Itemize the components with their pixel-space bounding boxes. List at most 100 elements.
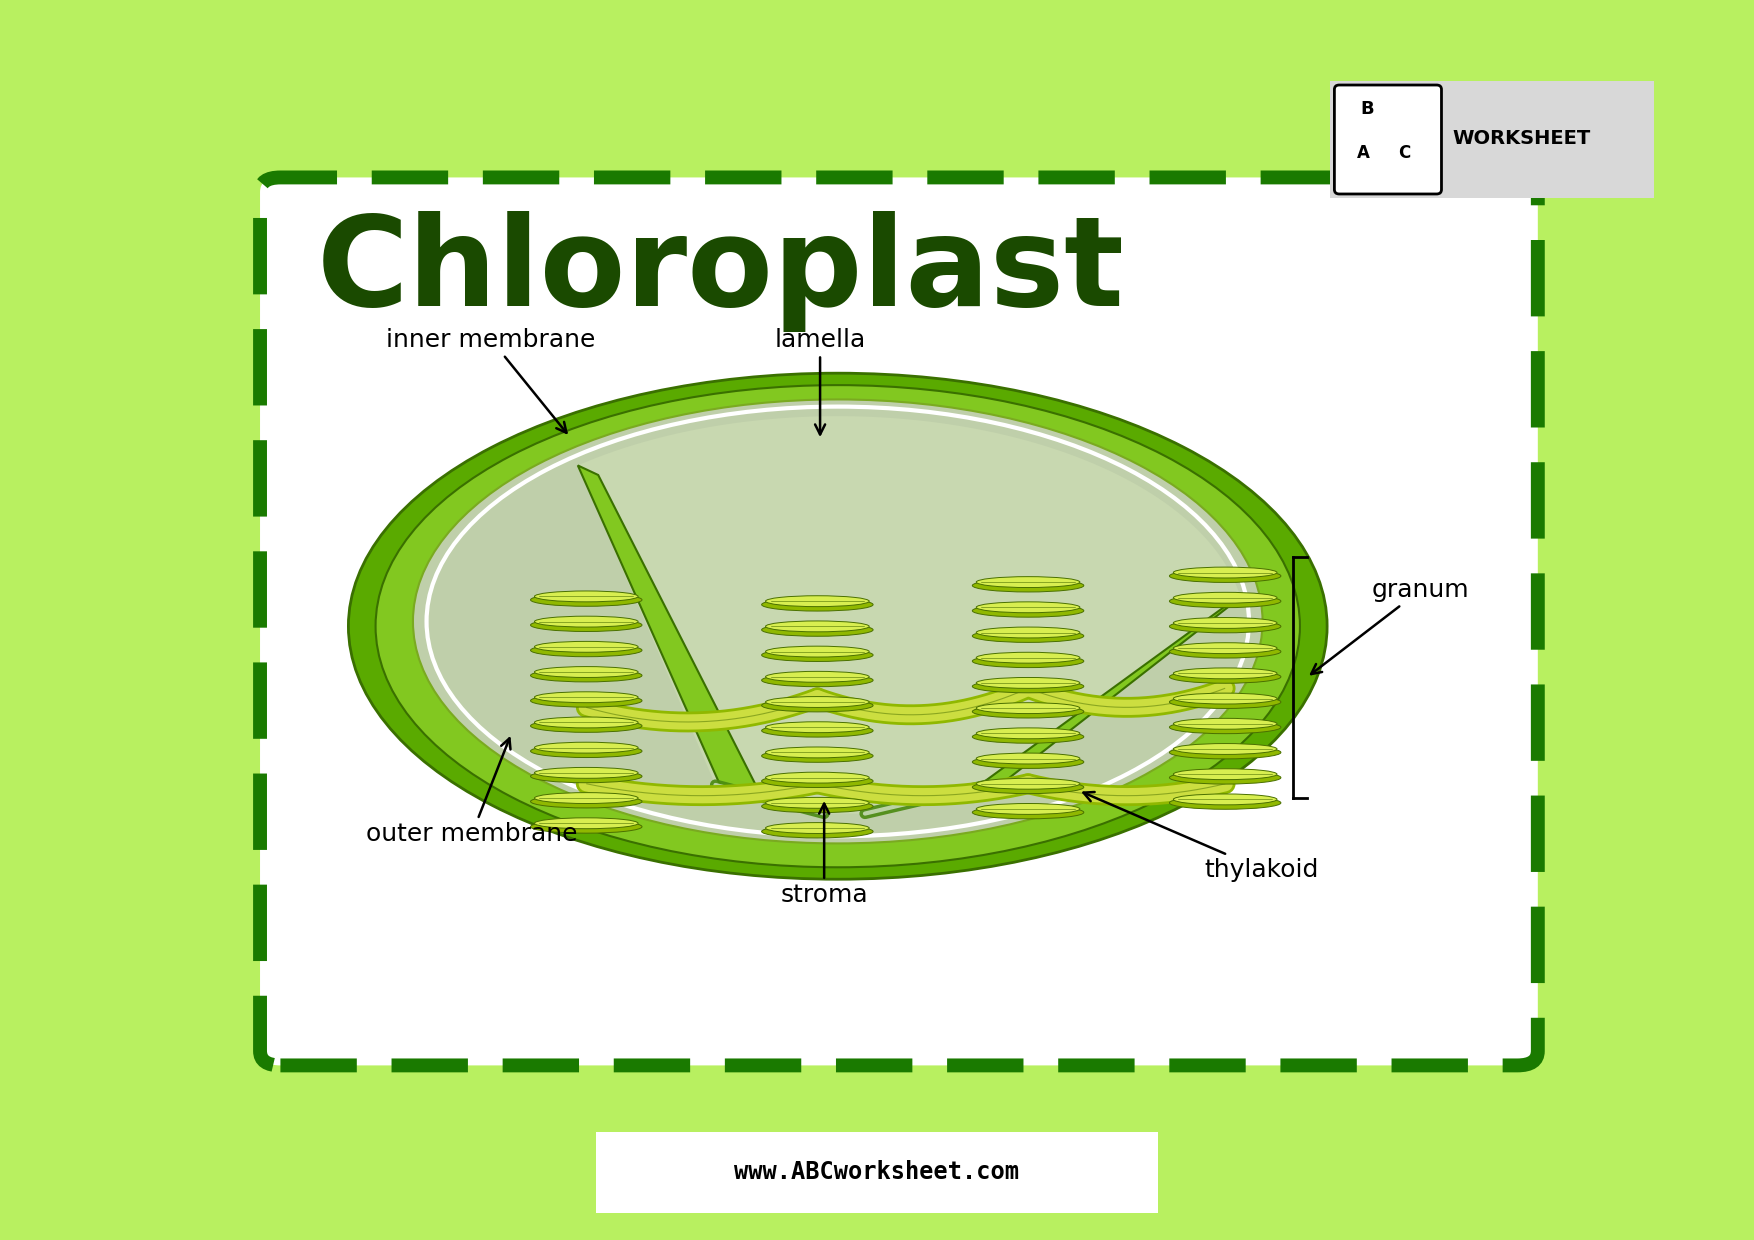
- Ellipse shape: [765, 797, 870, 808]
- Text: inner membrane: inner membrane: [386, 327, 596, 433]
- Ellipse shape: [761, 749, 873, 763]
- Ellipse shape: [977, 779, 1080, 789]
- Text: C: C: [1398, 144, 1410, 162]
- Polygon shape: [959, 598, 1240, 800]
- Text: A: A: [1358, 144, 1370, 162]
- Ellipse shape: [1173, 618, 1277, 629]
- Ellipse shape: [977, 677, 1080, 688]
- Ellipse shape: [535, 743, 638, 753]
- Ellipse shape: [412, 399, 1263, 843]
- Ellipse shape: [761, 598, 873, 611]
- Ellipse shape: [535, 792, 638, 804]
- Ellipse shape: [1170, 720, 1280, 734]
- Ellipse shape: [761, 800, 873, 812]
- Ellipse shape: [1170, 595, 1280, 608]
- Ellipse shape: [535, 768, 638, 779]
- Ellipse shape: [765, 697, 870, 708]
- Ellipse shape: [530, 644, 642, 657]
- Ellipse shape: [530, 694, 642, 707]
- Ellipse shape: [761, 724, 873, 737]
- Ellipse shape: [972, 579, 1084, 591]
- Text: WORKSHEET: WORKSHEET: [1452, 129, 1591, 148]
- Ellipse shape: [977, 577, 1080, 588]
- Ellipse shape: [1170, 569, 1280, 583]
- Ellipse shape: [535, 717, 638, 728]
- Ellipse shape: [977, 627, 1080, 637]
- Ellipse shape: [972, 655, 1084, 667]
- Ellipse shape: [530, 619, 642, 631]
- Ellipse shape: [972, 806, 1084, 818]
- Ellipse shape: [1170, 696, 1280, 708]
- Ellipse shape: [1173, 769, 1277, 780]
- Ellipse shape: [530, 770, 642, 782]
- Ellipse shape: [761, 699, 873, 712]
- Text: granum: granum: [1312, 578, 1470, 675]
- FancyBboxPatch shape: [1335, 86, 1442, 193]
- Ellipse shape: [530, 795, 642, 808]
- Ellipse shape: [1170, 620, 1280, 632]
- Ellipse shape: [977, 753, 1080, 764]
- Ellipse shape: [530, 670, 642, 682]
- Ellipse shape: [1173, 744, 1277, 754]
- Ellipse shape: [1170, 645, 1280, 658]
- Ellipse shape: [1170, 746, 1280, 759]
- Ellipse shape: [530, 745, 642, 758]
- Ellipse shape: [535, 818, 638, 828]
- Ellipse shape: [765, 773, 870, 784]
- Ellipse shape: [765, 595, 870, 606]
- Ellipse shape: [972, 730, 1084, 743]
- Ellipse shape: [765, 722, 870, 733]
- Ellipse shape: [535, 591, 638, 601]
- Ellipse shape: [977, 703, 1080, 713]
- Ellipse shape: [765, 822, 870, 833]
- Ellipse shape: [972, 781, 1084, 794]
- Ellipse shape: [972, 755, 1084, 769]
- Text: Chloroplast: Chloroplast: [317, 211, 1124, 332]
- Ellipse shape: [765, 646, 870, 657]
- Ellipse shape: [530, 594, 642, 606]
- Ellipse shape: [765, 621, 870, 632]
- Ellipse shape: [765, 746, 870, 758]
- FancyBboxPatch shape: [1326, 78, 1658, 201]
- Ellipse shape: [1170, 671, 1280, 683]
- Ellipse shape: [530, 821, 642, 833]
- Ellipse shape: [1173, 718, 1277, 729]
- Ellipse shape: [972, 630, 1084, 642]
- Text: thylakoid: thylakoid: [1084, 792, 1319, 882]
- Ellipse shape: [535, 692, 638, 703]
- Ellipse shape: [1173, 794, 1277, 805]
- Ellipse shape: [977, 652, 1080, 663]
- Ellipse shape: [1173, 693, 1277, 704]
- Ellipse shape: [535, 641, 638, 652]
- Ellipse shape: [530, 719, 642, 733]
- FancyBboxPatch shape: [260, 177, 1538, 1065]
- Text: www.ABCworksheet.com: www.ABCworksheet.com: [735, 1161, 1019, 1184]
- Ellipse shape: [375, 386, 1300, 867]
- Ellipse shape: [535, 616, 638, 627]
- Text: B: B: [1361, 99, 1373, 118]
- Ellipse shape: [1173, 668, 1277, 678]
- Polygon shape: [577, 417, 1240, 813]
- Ellipse shape: [1173, 642, 1277, 653]
- Ellipse shape: [977, 804, 1080, 815]
- FancyBboxPatch shape: [574, 1128, 1180, 1216]
- Text: outer membrane: outer membrane: [367, 738, 577, 847]
- Text: lamella: lamella: [775, 327, 866, 434]
- Ellipse shape: [977, 601, 1080, 613]
- Polygon shape: [577, 465, 763, 800]
- Ellipse shape: [1170, 796, 1280, 810]
- Ellipse shape: [972, 706, 1084, 718]
- Ellipse shape: [761, 649, 873, 661]
- Ellipse shape: [349, 373, 1328, 879]
- Ellipse shape: [761, 775, 873, 787]
- Ellipse shape: [977, 728, 1080, 739]
- Ellipse shape: [1173, 567, 1277, 578]
- Ellipse shape: [1173, 593, 1277, 603]
- Ellipse shape: [1170, 771, 1280, 784]
- Ellipse shape: [535, 667, 638, 677]
- Ellipse shape: [761, 825, 873, 838]
- Ellipse shape: [765, 671, 870, 682]
- Ellipse shape: [761, 673, 873, 687]
- Ellipse shape: [972, 604, 1084, 618]
- Ellipse shape: [761, 624, 873, 636]
